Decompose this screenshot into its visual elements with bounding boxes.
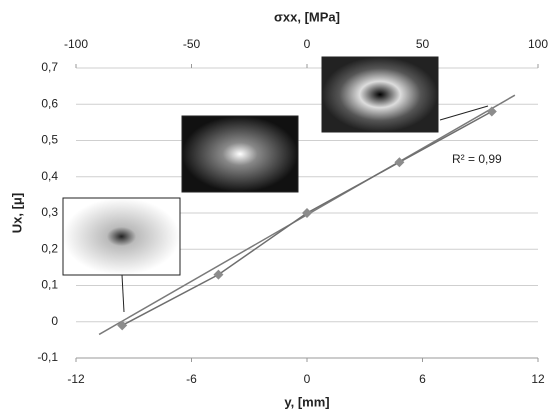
- x-tick-label: -6: [186, 372, 197, 386]
- inset-image: [321, 56, 439, 133]
- marker: [394, 157, 405, 168]
- y-tick-label: 0,4: [41, 169, 58, 183]
- x2-tick-label: -50: [183, 37, 201, 51]
- x2-tick-label: 0: [304, 37, 311, 51]
- y-tick-label: 0,6: [41, 96, 58, 110]
- x-tick-label: 12: [531, 372, 545, 386]
- x-tick-label: -12: [67, 372, 85, 386]
- inset-image: [62, 197, 181, 276]
- annotation: R² = 0,99: [452, 152, 502, 166]
- y-tick-label: 0: [51, 314, 58, 328]
- x-tick-label: 0: [304, 372, 311, 386]
- y-tick-label: 0,1: [41, 278, 58, 292]
- leader-line: [439, 105, 489, 121]
- plot-area: -0,1 0 0,1 0,2 0,3 0,4 0,5 0,6 0,7 -12 -6 0 6 12 -100 -…: [37, 37, 548, 386]
- y-tick-label: 0,3: [41, 205, 58, 219]
- y-axis-label: Ux, [μ]: [9, 193, 24, 233]
- x2-tick-label: 100: [528, 37, 548, 51]
- y-tick-label: 0,2: [41, 241, 58, 255]
- marker: [117, 320, 128, 331]
- x2-tick-label: 50: [416, 37, 430, 51]
- x2-tick-label: -100: [64, 37, 88, 51]
- y-tick-label: 0,7: [41, 60, 58, 74]
- marker: [213, 269, 224, 280]
- x2-axis-label: σxx, [MPa]: [274, 9, 340, 24]
- marker: [302, 208, 312, 218]
- x-tick-label: 6: [419, 372, 426, 386]
- y-tick-label: 0,5: [41, 133, 58, 147]
- y-tick-label: -0,1: [37, 350, 58, 364]
- leader-line: [121, 274, 125, 313]
- x-axis-label: y, [mm]: [284, 394, 329, 409]
- inset-image: [181, 115, 299, 193]
- marker: [486, 106, 497, 117]
